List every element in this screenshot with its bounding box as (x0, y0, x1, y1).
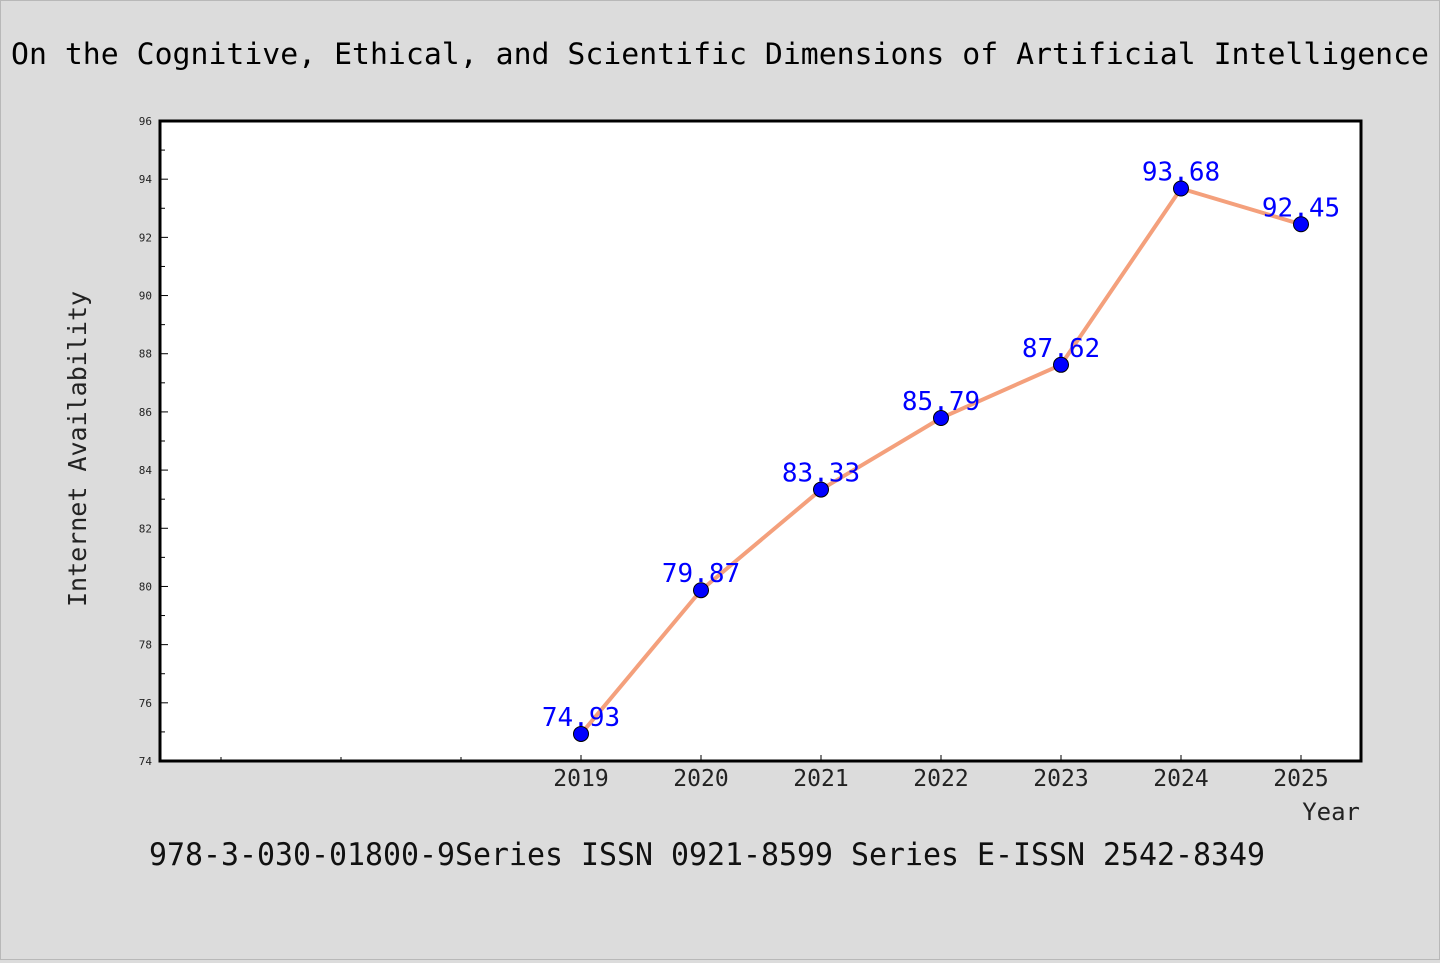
data-label: 85.79 (902, 387, 980, 417)
y-tick-label: 76 (139, 697, 152, 710)
y-tick-label: 86 (139, 406, 152, 419)
data-point (1053, 356, 1069, 373)
y-axis: 74 76 78 80 82 84 86 88 90 92 94 96 (139, 115, 168, 768)
data-label: 92.45 (1262, 193, 1340, 223)
x-axis-label: Year (1302, 798, 1360, 826)
y-tick-label: 96 (139, 115, 152, 128)
y-axis-label: Internet Availability (63, 291, 92, 607)
x-tick-label: 2025 (1273, 766, 1328, 792)
y-tick-label: 84 (139, 464, 153, 477)
y-tick-label: 78 (139, 639, 152, 652)
y-tick-label: 80 (139, 580, 152, 593)
x-tick-label: 2021 (793, 766, 848, 792)
isbn-footer: 978-3-030-01800-9Series ISSN 0921-8599 S… (149, 837, 1265, 873)
y-tick-label: 92 (139, 231, 152, 244)
data-series: 74.93 79.87 83.33 85.79 87.62 93.68 92.45 (542, 157, 1340, 742)
data-label: 74.93 (542, 703, 620, 733)
data-label: 79.87 (662, 559, 740, 589)
data-point (813, 481, 829, 498)
data-point (573, 725, 589, 742)
data-point (1293, 216, 1309, 233)
x-tick-label: 2019 (553, 766, 608, 792)
y-tick-label: 88 (139, 348, 152, 361)
x-tick-label: 2020 (673, 766, 728, 792)
data-label: 83.33 (782, 459, 860, 489)
x-tick-label: 2023 (1033, 766, 1088, 792)
x-axis: 2019 2020 2021 2022 2023 2024 2025 (220, 755, 1329, 792)
x-tick-label: 2022 (913, 766, 968, 792)
data-point (693, 582, 709, 599)
y-tick-label: 74 (139, 755, 153, 768)
chart-title: On the Cognitive, Ethical, and Scientifi… (11, 37, 1429, 71)
y-tick-label: 94 (139, 173, 153, 186)
y-tick-label: 82 (139, 522, 152, 535)
y-tick-label: 90 (139, 290, 152, 303)
x-tick-label: 2024 (1153, 766, 1208, 792)
data-point (933, 410, 949, 427)
data-point (1173, 180, 1189, 197)
data-label: 87.62 (1022, 334, 1100, 364)
data-label: 93.68 (1142, 157, 1220, 187)
plot-area (158, 119, 1363, 763)
